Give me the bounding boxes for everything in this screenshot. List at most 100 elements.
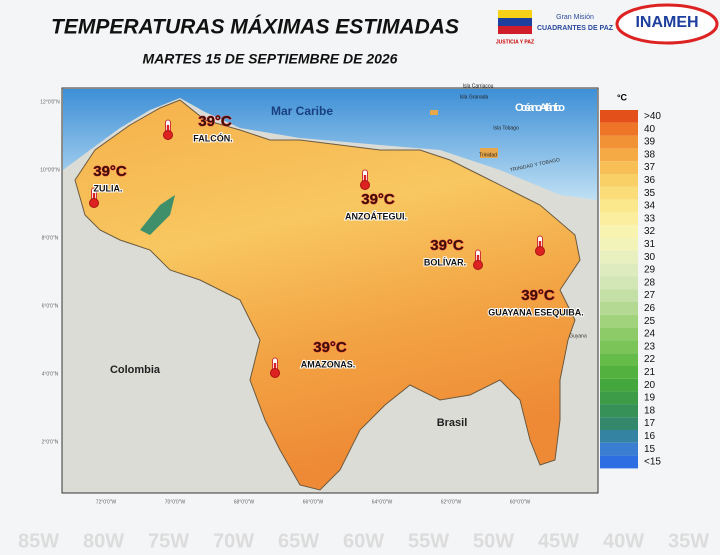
legend-swatch <box>600 174 638 187</box>
title: TEMPERATURAS MÁXIMAS ESTIMADAS <box>51 16 459 39</box>
thermometer-icon <box>270 357 280 378</box>
region-name: GUAYANA ESEQUIBA. <box>488 307 584 317</box>
map-label: Isla Tobago <box>493 125 519 131</box>
legend-swatch <box>600 430 638 443</box>
legend-swatch <box>600 225 638 238</box>
legend-label: 16 <box>644 431 656 442</box>
legend-label: 38 <box>644 149 656 160</box>
map-label: 66°0'0"W <box>303 499 324 505</box>
legend-label: 15 <box>644 444 656 455</box>
legend-label: 33 <box>644 213 656 224</box>
legend-label: 40 <box>644 124 656 135</box>
logo-text: JUSTICIA Y PAZ <box>496 39 534 45</box>
thermometer-fill <box>273 363 277 371</box>
logo-ministry: JUSTICIA Y PAZ <box>496 10 534 45</box>
map-label: 12°0'0"N <box>40 99 60 105</box>
thermometer-icon <box>360 169 370 190</box>
background-longitude: 60W <box>343 530 384 552</box>
thermometer-bulb <box>89 198 99 208</box>
logo-text: INAMEH <box>635 14 698 31</box>
legend-label: 29 <box>644 265 656 276</box>
map-label: 8°0'0"N <box>42 235 59 241</box>
logo-mission: Gran Misión CUADRANTES DE PAZ <box>537 14 614 32</box>
background-longitude: 45W <box>538 530 579 552</box>
legend-title: °C <box>617 92 628 102</box>
legend-label: 32 <box>644 226 656 237</box>
legend-label: 27 <box>644 290 656 301</box>
legend-swatch <box>600 391 638 405</box>
country-venezuela <box>74 99 581 491</box>
thermometer-bulb <box>535 246 545 256</box>
thermometer-bulb <box>360 180 370 190</box>
legend-swatch <box>600 148 638 162</box>
legend-swatch <box>600 212 638 226</box>
background-longitude: 55W <box>408 530 449 552</box>
legend-swatch <box>600 135 638 149</box>
legend-label: 31 <box>644 239 656 250</box>
background-longitude: 85W <box>18 530 59 552</box>
thermometer-icon <box>89 187 99 208</box>
region-temperature: 39°C <box>361 191 395 208</box>
map-label: Trinidad <box>479 152 497 158</box>
legend-label: 18 <box>644 405 656 416</box>
background-grid: 85W 80W 75W 70W 65W 60W 55W 50W 45W 40W 35W <box>18 530 709 552</box>
map-label: 70°0'0"W <box>165 499 186 505</box>
map-label: 64°0'0"W <box>372 499 393 505</box>
legend-swatch <box>600 404 638 418</box>
subtitle: MARTES 15 DE SEPTIEMBRE DE 2026 <box>143 51 398 67</box>
legend-swatch <box>600 327 638 341</box>
legend-label: 39 <box>644 137 656 148</box>
background-longitude: 65W <box>278 530 319 552</box>
andes-cool-area <box>140 195 175 235</box>
legend-swatch <box>600 314 638 328</box>
region-temperature: 39°C <box>93 163 127 180</box>
thermometer-fill <box>166 125 170 133</box>
island <box>430 110 438 115</box>
map-label: Colombia <box>110 364 161 376</box>
region-name: BOLÍVAR. <box>424 257 466 267</box>
background-longitude: 70W <box>213 530 254 552</box>
legend-swatch <box>600 455 638 469</box>
legend-label: 21 <box>644 367 656 378</box>
map-label: Isla Granada <box>460 94 489 100</box>
map-labels: Mar Caribe Océano Atlántico Colombia Brasil… <box>40 83 587 505</box>
legend-swatch <box>600 122 638 136</box>
map-label: Brasil <box>437 417 468 429</box>
map-label: Guyana <box>569 333 587 339</box>
legend-swatch <box>600 353 638 366</box>
map-label: 2°0'0"N <box>42 439 59 445</box>
legend-label: 20 <box>644 380 656 391</box>
legend-label: 24 <box>644 329 656 340</box>
thermometer-bulb <box>270 368 280 378</box>
legend-swatch <box>600 276 638 290</box>
thermometer-fill <box>363 175 367 183</box>
legend-label: 17 <box>644 418 656 429</box>
legend-label: 23 <box>644 341 656 352</box>
background-longitude: 35W <box>668 530 709 552</box>
legend-label: 26 <box>644 303 656 314</box>
region-name: FALCÓN. <box>193 132 233 143</box>
map <box>61 87 599 494</box>
legend-label: 35 <box>644 188 656 199</box>
map-label: 68°0'0"W <box>234 499 255 505</box>
regions: 39°C FALCÓN. 39°C ZULIA. 39°C ANZOÁTEGUI. 39°C… <box>89 113 585 378</box>
background-longitude: 40W <box>603 530 644 552</box>
map-label: 4°0'0"N <box>42 371 59 377</box>
legend-swatch <box>600 186 638 200</box>
legend-swatch <box>600 378 638 392</box>
legend-swatch <box>600 238 638 251</box>
logo-text: Gran Misión <box>556 14 594 21</box>
legend-label: >40 <box>644 111 661 122</box>
logo-inameh: INAMEH <box>615 3 719 45</box>
map-label: 10°0'0"N <box>40 167 60 173</box>
region-name: ANZOÁTEGUI. <box>345 211 407 221</box>
thermometer-icon <box>535 235 545 256</box>
legend-swatch <box>600 263 638 277</box>
region-name: ZULIA. <box>94 183 123 193</box>
legend-swatch <box>600 442 638 456</box>
legend-label: 22 <box>644 354 656 365</box>
map-label: 72°0'0"W <box>96 499 117 505</box>
thermometer-fill <box>538 241 542 249</box>
map-label: 62°0'0"W <box>441 499 462 505</box>
